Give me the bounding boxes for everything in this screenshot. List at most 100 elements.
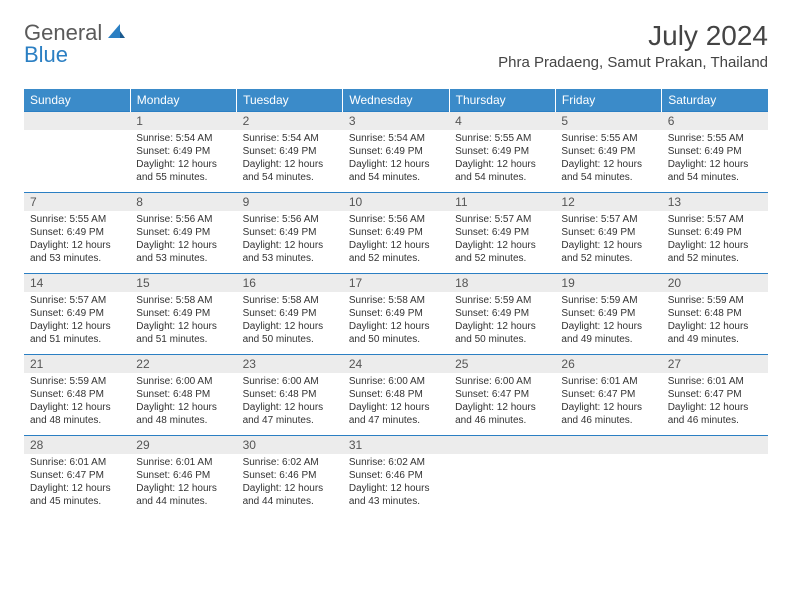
- day-content-row: Sunrise: 6:01 AMSunset: 6:47 PMDaylight:…: [24, 454, 768, 516]
- day-sunrise: Sunrise: 5:54 AM: [243, 132, 337, 145]
- day-day1: Daylight: 12 hours: [349, 482, 443, 495]
- day-day1: Daylight: 12 hours: [243, 482, 337, 495]
- day-day2: and 52 minutes.: [349, 252, 443, 265]
- day-sunrise: Sunrise: 5:55 AM: [455, 132, 549, 145]
- day-sunset: Sunset: 6:47 PM: [668, 388, 762, 401]
- day-number: 12: [555, 193, 661, 212]
- day-cell: Sunrise: 6:01 AMSunset: 6:46 PMDaylight:…: [130, 454, 236, 516]
- day-number: 18: [449, 274, 555, 293]
- day-day2: and 50 minutes.: [349, 333, 443, 346]
- day-content-row: Sunrise: 5:59 AMSunset: 6:48 PMDaylight:…: [24, 373, 768, 436]
- day-sunrise: Sunrise: 5:58 AM: [243, 294, 337, 307]
- day-number: 2: [237, 112, 343, 131]
- day-day1: Daylight: 12 hours: [349, 239, 443, 252]
- day-number: 16: [237, 274, 343, 293]
- day-day1: Daylight: 12 hours: [30, 401, 124, 414]
- day-sunrise: Sunrise: 6:00 AM: [455, 375, 549, 388]
- title-block: July 2024 Phra Pradaeng, Samut Prakan, T…: [498, 20, 768, 71]
- day-number: 27: [662, 355, 768, 374]
- day-sunset: Sunset: 6:49 PM: [561, 307, 655, 320]
- day-sunset: Sunset: 6:49 PM: [30, 307, 124, 320]
- day-cell: Sunrise: 6:01 AMSunset: 6:47 PMDaylight:…: [555, 373, 661, 436]
- day-cell: [555, 454, 661, 516]
- day-day2: and 54 minutes.: [668, 171, 762, 184]
- day-day2: and 50 minutes.: [243, 333, 337, 346]
- day-day2: and 44 minutes.: [243, 495, 337, 508]
- day-day1: Daylight: 12 hours: [136, 401, 230, 414]
- day-day1: Daylight: 12 hours: [455, 239, 549, 252]
- day-day1: Daylight: 12 hours: [561, 158, 655, 171]
- day-cell: [24, 130, 130, 193]
- day-sunrise: Sunrise: 6:00 AM: [349, 375, 443, 388]
- day-sunset: Sunset: 6:49 PM: [349, 145, 443, 158]
- day-cell: Sunrise: 5:57 AMSunset: 6:49 PMDaylight:…: [24, 292, 130, 355]
- day-cell: Sunrise: 5:57 AMSunset: 6:49 PMDaylight:…: [662, 211, 768, 274]
- day-day2: and 48 minutes.: [136, 414, 230, 427]
- day-day1: Daylight: 12 hours: [668, 239, 762, 252]
- day-day1: Daylight: 12 hours: [136, 158, 230, 171]
- day-sunset: Sunset: 6:49 PM: [349, 307, 443, 320]
- day-day2: and 53 minutes.: [136, 252, 230, 265]
- day-cell: [449, 454, 555, 516]
- day-sunset: Sunset: 6:47 PM: [30, 469, 124, 482]
- day-day2: and 46 minutes.: [668, 414, 762, 427]
- day-day2: and 47 minutes.: [349, 414, 443, 427]
- logo-sail-icon: [106, 22, 126, 45]
- day-sunrise: Sunrise: 5:59 AM: [455, 294, 549, 307]
- day-day1: Daylight: 12 hours: [349, 158, 443, 171]
- header: General July 2024 Phra Pradaeng, Samut P…: [24, 20, 768, 71]
- day-number: 22: [130, 355, 236, 374]
- day-sunrise: Sunrise: 6:01 AM: [561, 375, 655, 388]
- day-content-row: Sunrise: 5:57 AMSunset: 6:49 PMDaylight:…: [24, 292, 768, 355]
- day-day1: Daylight: 12 hours: [455, 401, 549, 414]
- day-number: 17: [343, 274, 449, 293]
- day-sunrise: Sunrise: 5:55 AM: [30, 213, 124, 226]
- day-day1: Daylight: 12 hours: [243, 401, 337, 414]
- day-content-row: Sunrise: 5:55 AMSunset: 6:49 PMDaylight:…: [24, 211, 768, 274]
- day-cell: Sunrise: 5:55 AMSunset: 6:49 PMDaylight:…: [449, 130, 555, 193]
- day-day2: and 46 minutes.: [455, 414, 549, 427]
- day-day2: and 47 minutes.: [243, 414, 337, 427]
- day-number: [555, 436, 661, 455]
- day-sunrise: Sunrise: 5:59 AM: [30, 375, 124, 388]
- day-day1: Daylight: 12 hours: [561, 320, 655, 333]
- day-day2: and 48 minutes.: [30, 414, 124, 427]
- day-sunrise: Sunrise: 5:58 AM: [136, 294, 230, 307]
- weekday-header: Saturday: [662, 89, 768, 112]
- day-day1: Daylight: 12 hours: [561, 239, 655, 252]
- day-number: [662, 436, 768, 455]
- day-sunset: Sunset: 6:49 PM: [668, 226, 762, 239]
- day-cell: Sunrise: 5:59 AMSunset: 6:48 PMDaylight:…: [24, 373, 130, 436]
- day-sunset: Sunset: 6:49 PM: [349, 226, 443, 239]
- day-day2: and 50 minutes.: [455, 333, 549, 346]
- day-day1: Daylight: 12 hours: [455, 158, 549, 171]
- day-cell: Sunrise: 5:54 AMSunset: 6:49 PMDaylight:…: [130, 130, 236, 193]
- day-sunrise: Sunrise: 5:59 AM: [668, 294, 762, 307]
- day-day2: and 51 minutes.: [136, 333, 230, 346]
- weekday-header: Thursday: [449, 89, 555, 112]
- day-day1: Daylight: 12 hours: [455, 320, 549, 333]
- day-sunrise: Sunrise: 5:57 AM: [30, 294, 124, 307]
- day-number: 5: [555, 112, 661, 131]
- day-number: 4: [449, 112, 555, 131]
- day-day1: Daylight: 12 hours: [349, 401, 443, 414]
- day-number-row: 28293031: [24, 436, 768, 455]
- weekday-header: Friday: [555, 89, 661, 112]
- day-cell: Sunrise: 6:02 AMSunset: 6:46 PMDaylight:…: [237, 454, 343, 516]
- day-sunset: Sunset: 6:49 PM: [455, 226, 549, 239]
- day-number: 26: [555, 355, 661, 374]
- day-content-row: Sunrise: 5:54 AMSunset: 6:49 PMDaylight:…: [24, 130, 768, 193]
- day-sunrise: Sunrise: 5:56 AM: [349, 213, 443, 226]
- month-title: July 2024: [498, 20, 768, 52]
- day-sunset: Sunset: 6:49 PM: [243, 145, 337, 158]
- weekday-header: Monday: [130, 89, 236, 112]
- day-sunset: Sunset: 6:48 PM: [136, 388, 230, 401]
- day-number: 31: [343, 436, 449, 455]
- day-sunrise: Sunrise: 5:57 AM: [561, 213, 655, 226]
- day-cell: Sunrise: 6:02 AMSunset: 6:46 PMDaylight:…: [343, 454, 449, 516]
- day-sunset: Sunset: 6:47 PM: [561, 388, 655, 401]
- day-day1: Daylight: 12 hours: [30, 320, 124, 333]
- day-number: 13: [662, 193, 768, 212]
- day-sunset: Sunset: 6:49 PM: [30, 226, 124, 239]
- day-sunset: Sunset: 6:49 PM: [243, 307, 337, 320]
